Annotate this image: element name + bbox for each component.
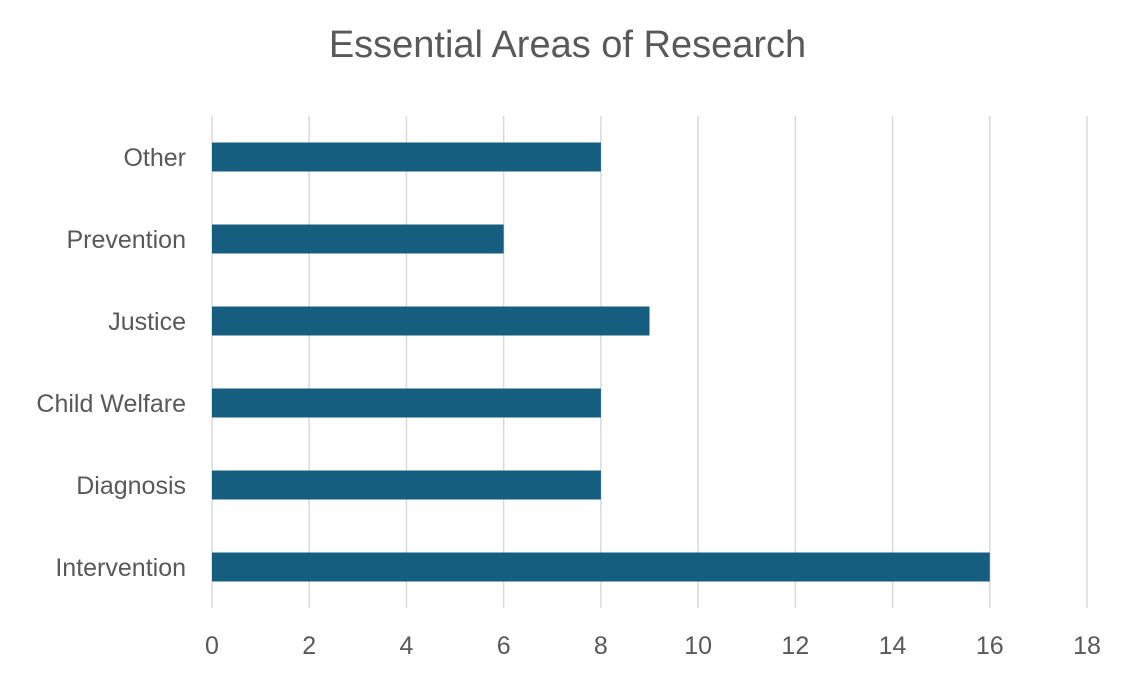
bar (212, 224, 504, 254)
y-category-label: Intervention (55, 554, 186, 582)
y-category-label: Other (123, 144, 186, 172)
x-tick-label: 16 (976, 632, 1004, 660)
y-category-label: Child Welfare (36, 390, 186, 418)
y-category-label: Diagnosis (76, 472, 186, 500)
y-category-label: Justice (108, 308, 186, 336)
x-tick-label: 2 (302, 632, 316, 660)
bar (212, 470, 601, 500)
x-tick-label: 14 (879, 632, 907, 660)
y-category-label: Prevention (66, 226, 186, 254)
x-tick-label: 10 (684, 632, 712, 660)
bar (212, 388, 601, 418)
x-tick-label: 18 (1073, 632, 1101, 660)
bar (212, 552, 990, 582)
x-tick-label: 0 (205, 632, 219, 660)
bar (212, 306, 650, 336)
x-tick-label: 6 (497, 632, 511, 660)
x-tick-label: 4 (399, 632, 413, 660)
x-tick-label: 8 (594, 632, 608, 660)
chart-title: Essential Areas of Research (328, 24, 807, 66)
bar (212, 142, 601, 172)
x-tick-label: 12 (781, 632, 809, 660)
